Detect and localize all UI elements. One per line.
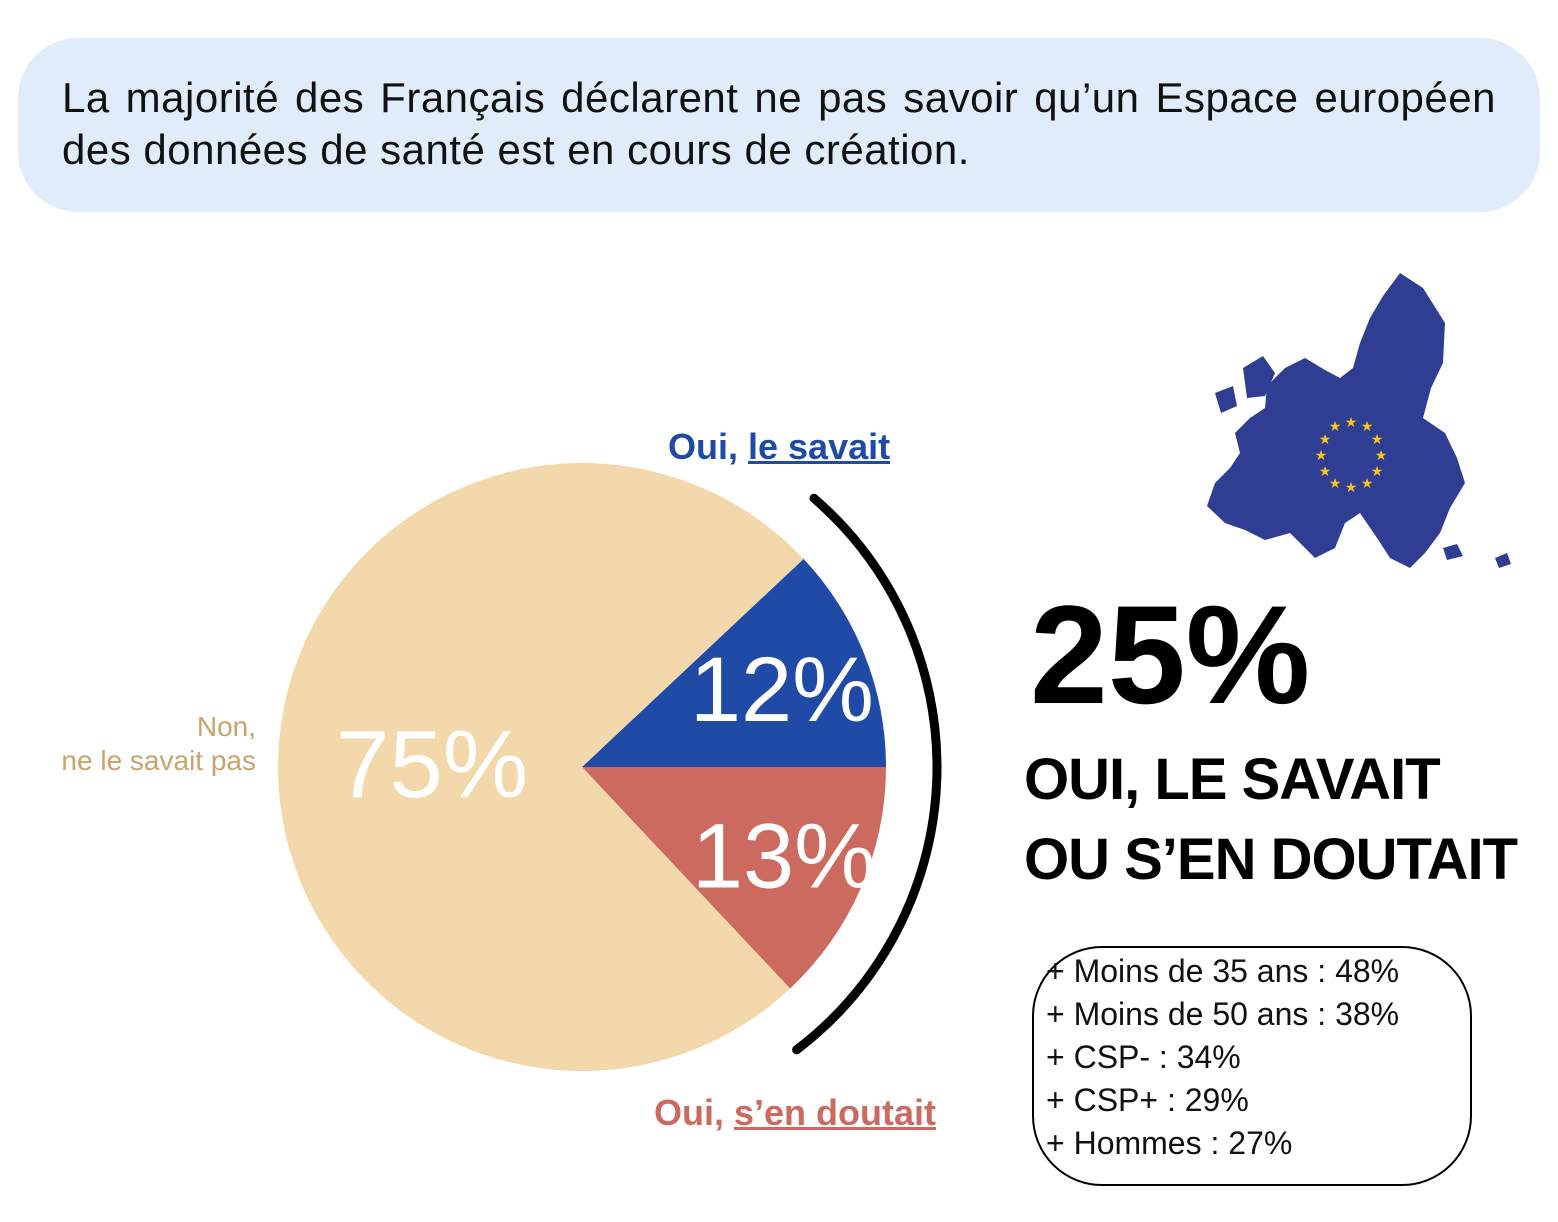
detail-item: + CSP+ : 29% [1046, 1082, 1249, 1118]
label-oui-savait-prefix: Oui, [668, 426, 748, 467]
eu-stars: ★ ★ ★ ★★★ ★★★ ★★★ [1315, 415, 1388, 496]
summary-line1: OUI, LE SAVAIT [1024, 747, 1441, 812]
svg-text:★: ★ [1345, 415, 1358, 431]
svg-text:★: ★ [1345, 480, 1358, 496]
label-non-line2: ne le savait pas [61, 745, 256, 776]
summary-line2: OU S’EN DOUTAIT [1024, 827, 1518, 892]
label-oui-savait: Oui, le savait [668, 426, 890, 468]
pie-slice [582, 767, 886, 989]
svg-text:★: ★ [1329, 419, 1342, 435]
detail-item: + CSP- : 34% [1046, 1039, 1241, 1075]
svg-text:★: ★ [1375, 448, 1388, 464]
svg-text:★: ★ [1319, 432, 1332, 448]
eu-map-icon: ★ ★ ★ ★★★ ★★★ ★★★ [1207, 273, 1511, 568]
pie-chart: 12% 13% 75% [277, 463, 942, 1071]
intro-text: La majorité des Français déclarent ne pa… [62, 74, 1496, 173]
detail-item: + Hommes : 27% [1046, 1125, 1293, 1161]
label-non: Non, ne le savait pas [20, 710, 256, 778]
svg-text:★: ★ [1371, 464, 1384, 480]
summary-big-value: 25% [1030, 576, 1311, 733]
svg-text:★: ★ [1319, 464, 1332, 480]
pie-slice-label: 12% [690, 639, 874, 741]
svg-text:★: ★ [1361, 419, 1374, 435]
pie-slice [277, 463, 804, 1071]
bracket-arc [792, 493, 942, 1055]
summary-headline: OUI, LE SAVAIT OU S’EN DOUTAIT [1024, 740, 1518, 900]
label-oui-doutait: Oui, s’en doutait [654, 1092, 936, 1134]
detail-item: + Moins de 35 ans : 48% [1046, 953, 1400, 989]
label-oui-savait-underlined: le savait [748, 426, 891, 467]
svg-text:★: ★ [1315, 448, 1328, 464]
label-oui-doutait-prefix: Oui, [654, 1092, 734, 1133]
label-non-line1: Non, [196, 711, 256, 742]
details-box: + Moins de 35 ans : 48% + Moins de 50 an… [1032, 946, 1472, 1186]
pie-slice-label: 13% [692, 805, 876, 907]
intro-banner: La majorité des Français déclarent ne pa… [18, 38, 1540, 212]
svg-text:★: ★ [1371, 432, 1384, 448]
pie-slice [582, 558, 886, 767]
eu-map-shape [1207, 273, 1465, 568]
label-oui-doutait-underlined: s’en doutait [734, 1092, 937, 1133]
svg-text:★: ★ [1329, 476, 1342, 492]
svg-text:★: ★ [1361, 476, 1374, 492]
eu-map-islands [1215, 356, 1511, 568]
pie-slice-label: 75% [336, 711, 528, 818]
detail-item: + Moins de 50 ans : 38% [1046, 996, 1400, 1032]
